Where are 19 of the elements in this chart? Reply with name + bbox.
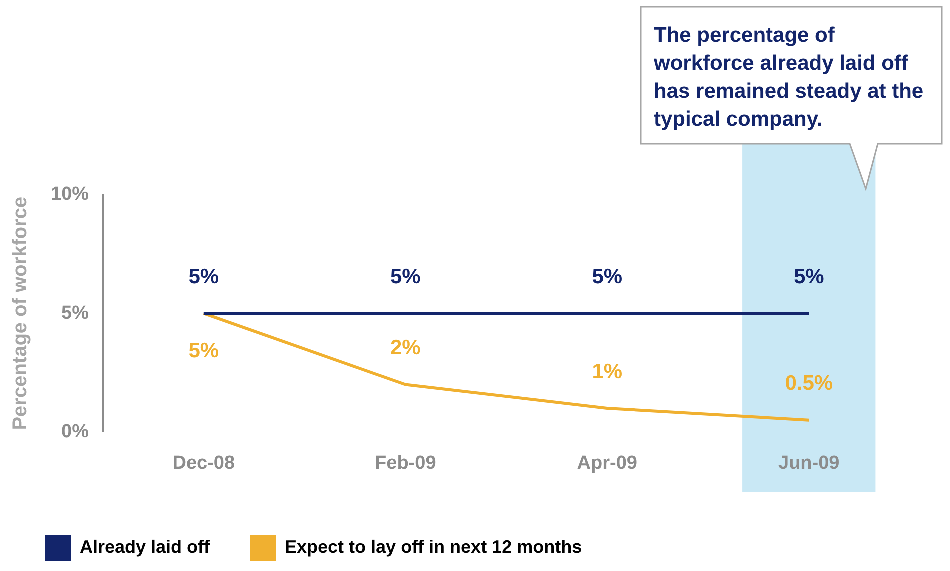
y-tick-label: 10% bbox=[50, 184, 90, 206]
x-tick-label: Jun-09 bbox=[778, 452, 840, 474]
x-tick-label: Dec-08 bbox=[172, 452, 236, 474]
x-tick-label: Apr-09 bbox=[577, 452, 638, 474]
y-tick-label: 0% bbox=[62, 421, 90, 442]
legend-label: Already laid off bbox=[80, 536, 212, 557]
data-label: 5% bbox=[794, 265, 825, 288]
y-axis-title: Percentage of workforce bbox=[10, 196, 32, 430]
data-label: 2% bbox=[390, 336, 422, 360]
data-label: 5% bbox=[188, 339, 220, 362]
y-tick-label: 5% bbox=[62, 302, 90, 324]
data-label: 1% bbox=[592, 360, 623, 384]
data-label: 5% bbox=[188, 265, 220, 288]
legend-label: Expect to lay off in next 12 months bbox=[285, 536, 582, 557]
data-label: 5% bbox=[390, 265, 422, 288]
data-label: 5% bbox=[592, 265, 623, 288]
callout-box: The percentage of workforce already laid off has remained steady at the typical company. bbox=[640, 6, 945, 191]
x-tick-label: Feb-09 bbox=[375, 452, 436, 474]
data-label: 0.5% bbox=[785, 372, 834, 396]
